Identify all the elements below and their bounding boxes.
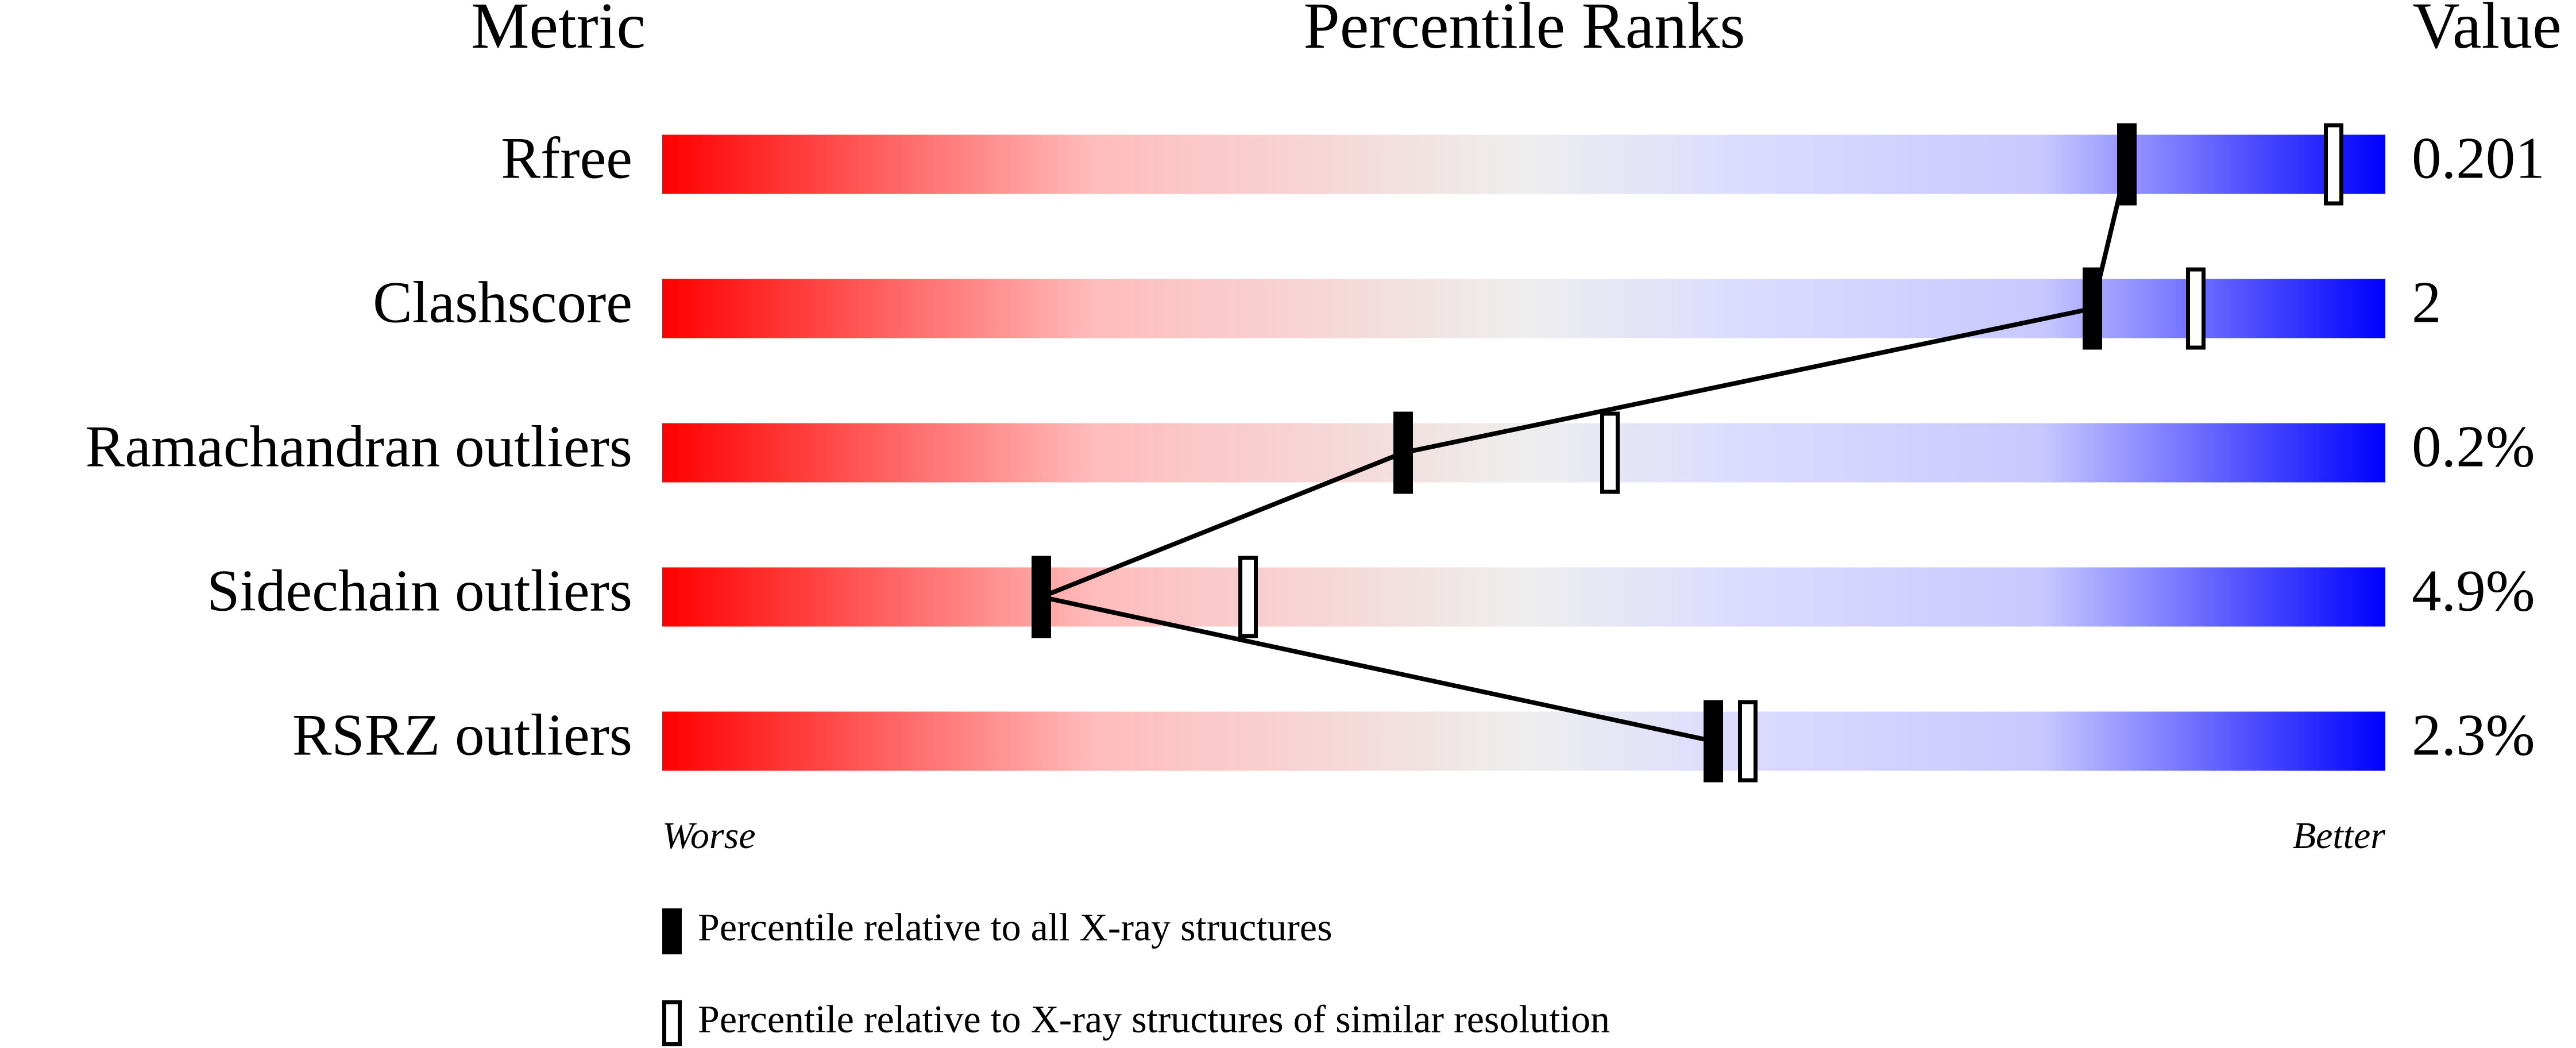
legend-swatch: [662, 908, 682, 954]
column-header: Percentile Ranks: [1303, 0, 1745, 62]
column-header: Metric: [471, 0, 646, 62]
percentile-marker-filled: [1704, 700, 1723, 783]
percentile-marker-filled: [1032, 556, 1051, 638]
percentile-marker-open: [1600, 411, 1620, 494]
metric-label: RSRZ outliers: [292, 703, 632, 768]
legend-label: Percentile relative to all X-ray structu…: [698, 906, 1333, 949]
percentile-marker-filled: [2083, 267, 2102, 350]
metric-label: Clashscore: [373, 270, 632, 336]
slider-bar: [662, 423, 2385, 483]
metric-label: Ramachandran outliers: [86, 414, 632, 480]
percentile-marker-open: [2186, 267, 2206, 350]
axis-end-label: Worse: [662, 815, 756, 857]
slider-bar: [662, 279, 2385, 338]
legend-swatch: [662, 1000, 682, 1046]
percentile-marker-filled: [2117, 123, 2137, 206]
percentile-marker-filled: [1393, 411, 1413, 494]
legend-label: Percentile relative to X-ray structures …: [698, 997, 1610, 1041]
slider-bar: [662, 134, 2385, 194]
slider-bar: [662, 711, 2385, 771]
metric-value: 0.201: [2412, 126, 2545, 191]
metric-label: Rfree: [501, 126, 632, 191]
metric-value: 2.3%: [2412, 703, 2535, 768]
percentile-marker-open: [2324, 123, 2343, 206]
slider-bar: [662, 567, 2385, 627]
metric-label: Sidechain outliers: [207, 558, 632, 624]
metric-value: 2: [2412, 270, 2442, 336]
column-header: Value: [2412, 0, 2562, 62]
metric-value: 0.2%: [2412, 414, 2535, 480]
percentile-marker-open: [1738, 700, 1758, 783]
axis-end-label: Better: [2293, 815, 2386, 857]
metric-value: 4.9%: [2412, 558, 2535, 624]
percentile-marker-open: [1238, 556, 1258, 638]
